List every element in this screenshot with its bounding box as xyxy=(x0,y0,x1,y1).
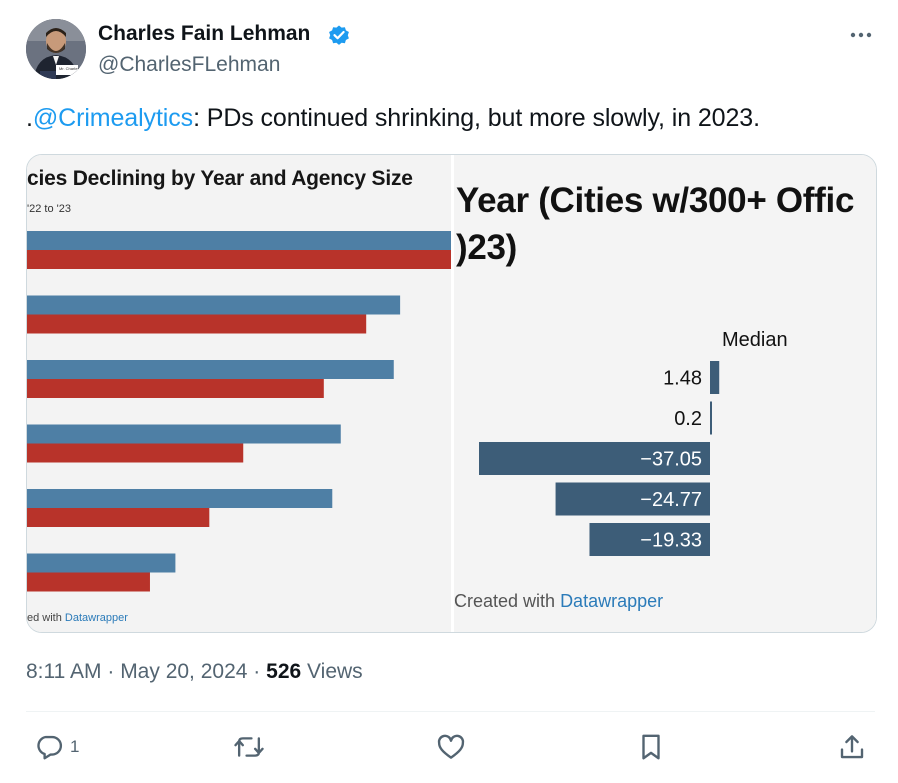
right-chart-credit: Created with Datawrapper xyxy=(454,591,663,612)
left-bar-series-b-2 xyxy=(27,314,367,334)
right-bar-label-5: −19.33 xyxy=(640,530,702,552)
left-bar-series-a-4 xyxy=(27,424,341,444)
media-divider xyxy=(451,155,454,632)
left-bar-series-b-4 xyxy=(27,443,244,463)
reply-count: 1 xyxy=(70,737,80,756)
meta-separator: · xyxy=(253,660,261,683)
left-bar-series-b-6 xyxy=(27,572,150,592)
like-button[interactable] xyxy=(436,729,466,765)
right-bar-2 xyxy=(710,401,712,435)
right-bar-label-2: 0.2 xyxy=(674,408,702,430)
right-bar-label-4: −24.77 xyxy=(640,489,702,511)
retweet-button[interactable] xyxy=(233,729,265,765)
mention-link[interactable]: @Crimealytics xyxy=(32,104,194,132)
left-bar-chart xyxy=(27,231,451,592)
tweet-text-body: : PDs continued shrinking, but more slow… xyxy=(193,104,760,132)
avatar-image xyxy=(26,19,86,79)
share-icon xyxy=(840,735,864,759)
left-chart-credit: ed with Datawrapper xyxy=(27,612,128,624)
tweet-time[interactable]: 8:11 AM xyxy=(26,660,102,683)
left-bar-series-b-3 xyxy=(27,379,324,398)
right-bar-chart: 1.48 0.2 −37.05 −24.77 −19.33 xyxy=(479,361,720,556)
left-bar-series-b-5 xyxy=(27,508,210,527)
bookmark-button[interactable] xyxy=(637,729,665,765)
right-bar-4 xyxy=(555,482,710,516)
left-bar-series-a-3 xyxy=(27,360,394,379)
right-bar-5 xyxy=(589,523,710,556)
right-chart-title-line2: )23) xyxy=(456,228,518,267)
left-bar-series-a-5 xyxy=(27,489,333,508)
views-count: 526 xyxy=(266,660,302,683)
avatar-badge-text: Mr. Charles xyxy=(59,66,80,71)
left-bar-series-a-1 xyxy=(27,231,451,250)
tweet-date[interactable]: May 20, 2024 xyxy=(120,660,248,683)
author-handle[interactable]: @CharlesFLehman xyxy=(98,53,281,76)
verified-badge-icon xyxy=(329,25,349,45)
tweet-text: .@Crimealytics: PDs continued shrinking,… xyxy=(26,101,760,135)
like-icon xyxy=(437,734,465,759)
author-name[interactable]: Charles Fain Lehman xyxy=(98,22,311,45)
meta-separator: · xyxy=(107,660,115,683)
right-chart-title: Year (Cities w/300+ Offic )23) xyxy=(456,177,854,271)
right-credit-brand: Datawrapper xyxy=(560,591,664,611)
avatar[interactable]: Mr. Charles xyxy=(26,19,86,79)
left-chart-subtitle: '22 to '23 xyxy=(27,203,71,215)
right-bar-label-1: 1.48 xyxy=(663,368,702,390)
retweet-icon xyxy=(234,737,264,757)
more-button[interactable] xyxy=(846,20,876,50)
reply-button[interactable]: 1 xyxy=(34,729,79,765)
tweet-text-prefix: . xyxy=(26,104,33,132)
tweet-media[interactable]: cies Declining by Year and Agency Size '… xyxy=(26,154,877,633)
bookmark-icon xyxy=(642,734,660,760)
media-image-left[interactable]: cies Declining by Year and Agency Size '… xyxy=(27,155,451,632)
views-label: Views xyxy=(307,660,363,683)
tweet-meta: 8:11 AM · May 20, 2024 · 526 Views xyxy=(26,658,363,686)
share-button[interactable] xyxy=(837,729,867,765)
more-icon xyxy=(850,32,872,38)
left-bar-series-a-2 xyxy=(27,295,401,315)
right-chart-column-header: Median xyxy=(722,329,788,351)
left-bar-series-b-1 xyxy=(27,250,451,269)
right-credit-prefix: Created with xyxy=(454,591,561,611)
left-credit-brand: Datawrapper xyxy=(64,612,128,624)
left-credit-prefix: ed with xyxy=(27,612,65,624)
right-chart-title-line1: Year (Cities w/300+ Offic xyxy=(456,181,855,220)
media-image-right[interactable]: Year (Cities w/300+ Offic )23) Median 1.… xyxy=(454,155,876,632)
divider xyxy=(26,711,875,712)
left-chart-title: cies Declining by Year and Agency Size xyxy=(27,167,413,190)
reply-icon xyxy=(37,735,63,760)
right-bar-1 xyxy=(710,361,720,394)
left-bar-series-a-6 xyxy=(27,553,176,573)
right-bar-label-3: −37.05 xyxy=(640,449,702,471)
right-bar-3 xyxy=(479,442,710,475)
